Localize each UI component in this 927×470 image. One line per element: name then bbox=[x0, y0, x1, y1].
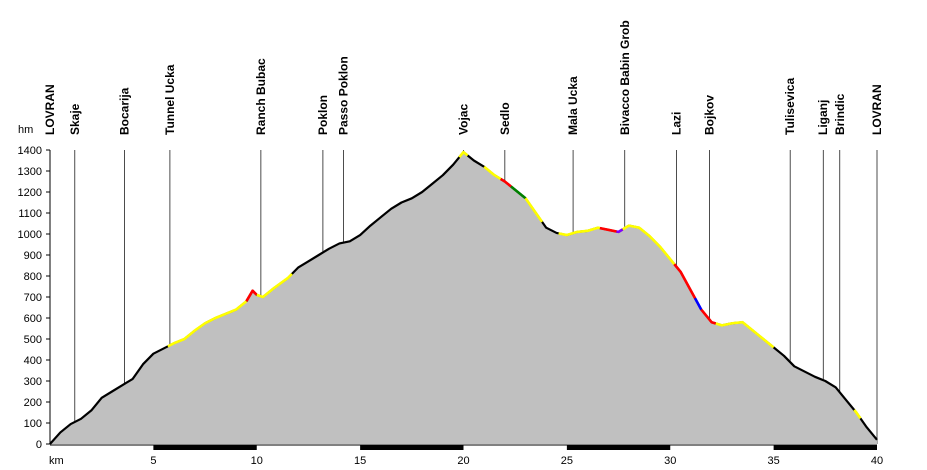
y-tick-label: 0 bbox=[36, 439, 42, 451]
y-tick-label: 200 bbox=[24, 397, 42, 409]
y-tick-label: 500 bbox=[24, 334, 42, 346]
waypoint-label: Brindic bbox=[833, 93, 847, 135]
waypoint-label: Liganj bbox=[816, 100, 830, 135]
y-axis: 0 100 200 300 400 500 600 700 800 900 1000 1100 1200… bbox=[18, 145, 51, 451]
waypoint-label: Poklon bbox=[316, 95, 330, 135]
surface-segment bbox=[673, 263, 697, 299]
y-tick-label: 1000 bbox=[18, 229, 42, 241]
x-tick-label: 10 bbox=[251, 455, 263, 467]
waypoint-label: LOVRAN bbox=[870, 84, 884, 135]
y-tick-label: 400 bbox=[24, 355, 42, 367]
surface-segment bbox=[510, 185, 527, 200]
surface-segment bbox=[500, 177, 512, 188]
surface-segment bbox=[524, 197, 544, 223]
x-scale-bar-segment bbox=[360, 445, 464, 450]
waypoint-labels: LOVRAN Skaje Bocarija Tunnel Ucka Ranch Buba… bbox=[43, 20, 884, 135]
x-tick-label: 5 bbox=[150, 455, 156, 467]
waypoint-label: Bojkov bbox=[703, 95, 717, 135]
y-tick-label: 700 bbox=[24, 292, 42, 304]
waypoint-label: Tulisevica bbox=[783, 78, 797, 135]
waypoint-label: Sedlo bbox=[498, 102, 512, 135]
waypoint-label: Skaje bbox=[68, 103, 82, 135]
surface-segment bbox=[853, 409, 862, 420]
x-tick-label: 35 bbox=[768, 455, 780, 467]
x-axis-unit-label: km bbox=[49, 455, 64, 467]
profile-fill bbox=[50, 152, 877, 444]
x-scale-bar-segment bbox=[773, 445, 877, 450]
waypoint-lines bbox=[49, 150, 878, 444]
y-axis-unit-label: hm bbox=[18, 124, 33, 136]
waypoint-label: LOVRAN bbox=[43, 84, 57, 135]
x-tick-label: 30 bbox=[664, 455, 676, 467]
x-tick-label: 40 bbox=[871, 455, 883, 467]
y-tick-label: 300 bbox=[24, 376, 42, 388]
surface-segments bbox=[167, 150, 862, 420]
y-tick-label: 1100 bbox=[18, 208, 42, 220]
y-tick-label: 1200 bbox=[18, 187, 42, 199]
y-tick-label: 1400 bbox=[18, 145, 42, 157]
waypoint-label: Mala Ucka bbox=[566, 76, 580, 135]
x-tick-label: 15 bbox=[354, 455, 366, 467]
surface-segment bbox=[167, 300, 248, 348]
x-scale-bar-segment bbox=[566, 445, 671, 450]
surface-segment bbox=[558, 226, 601, 237]
y-tick-label: 100 bbox=[24, 418, 42, 430]
x-tick-label: 25 bbox=[561, 455, 573, 467]
y-tick-label: 600 bbox=[24, 313, 42, 325]
surface-segment bbox=[458, 150, 469, 158]
waypoint-label: Bocarija bbox=[117, 87, 131, 135]
y-tick-label: 900 bbox=[24, 250, 42, 262]
surface-segment bbox=[616, 228, 624, 234]
surface-segment bbox=[599, 226, 617, 233]
profile-area bbox=[49, 151, 878, 445]
x-axis: 5 10 15 20 25 30 35 40 bbox=[50, 444, 883, 467]
waypoint-label: Tunnel Ucka bbox=[163, 64, 177, 135]
waypoint-label: Lazi bbox=[669, 112, 683, 135]
surface-segment bbox=[622, 224, 676, 266]
surface-segment bbox=[256, 272, 293, 299]
surface-segment bbox=[715, 320, 775, 349]
waypoint-label: Ranch Bubac bbox=[254, 58, 268, 135]
x-tick-label: 20 bbox=[457, 455, 469, 467]
x-scale-bar-segment bbox=[153, 445, 257, 450]
y-tick-label: 800 bbox=[24, 271, 42, 283]
surface-segment bbox=[693, 297, 703, 311]
surface-segment bbox=[483, 165, 502, 181]
waypoint-label: Vojac bbox=[457, 104, 471, 135]
waypoint-label: Bivacco Babin Grob bbox=[618, 20, 632, 135]
waypoint-label: Passo Poklon bbox=[337, 56, 351, 135]
surface-segment bbox=[245, 289, 258, 302]
y-tick-label: 1300 bbox=[18, 166, 42, 178]
surface-segment bbox=[700, 308, 717, 325]
